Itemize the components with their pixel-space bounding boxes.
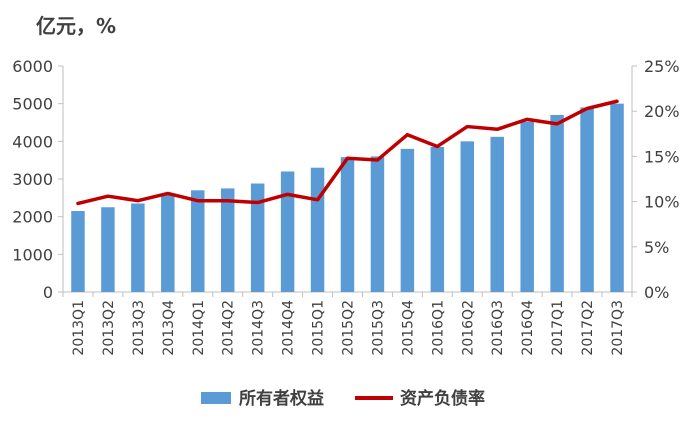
x-tick-label: 2014Q4 (281, 300, 297, 356)
y-left-tick-label: 0 (43, 283, 53, 302)
bar (220, 188, 235, 292)
bar (101, 207, 115, 292)
y-left-tick-label: 4000 (12, 132, 53, 151)
bar (310, 167, 325, 292)
bar (191, 190, 205, 292)
bar (490, 136, 504, 292)
y-right-tick-label: 15% (644, 147, 680, 166)
legend-label-line: 资产负债率 (400, 388, 485, 409)
bar (550, 114, 564, 292)
x-tick-label: 2015Q4 (400, 300, 416, 356)
x-tick-label: 2014Q1 (191, 300, 207, 356)
legend-swatch-bar (201, 392, 231, 404)
x-tick-label: 2017Q2 (580, 300, 596, 356)
y-left-tick-label: 3000 (12, 170, 53, 189)
x-tick-label: 2016Q1 (430, 300, 446, 356)
bar (370, 156, 385, 292)
y-left-tick-label: 2000 (12, 208, 53, 227)
x-tick-label: 2013Q2 (101, 300, 117, 356)
bar (460, 141, 475, 292)
bar-series (71, 103, 624, 293)
x-tick-label: 2013Q4 (161, 300, 177, 356)
bar (340, 157, 355, 292)
legend: 所有者权益 资产负债率 (201, 388, 485, 409)
bar (250, 183, 265, 292)
y-right-tick-label: 5% (644, 238, 669, 257)
line-series (76, 99, 619, 206)
bar (610, 103, 624, 293)
x-tick-label: 2016Q2 (460, 300, 476, 356)
x-tick-label: 2015Q1 (311, 300, 327, 356)
bar (430, 146, 445, 292)
unit-label: 亿元，% (36, 14, 117, 38)
x-tick-label: 2017Q3 (610, 300, 626, 356)
x-tick-label: 2016Q4 (520, 300, 536, 356)
x-tick-label: 2015Q3 (370, 300, 386, 356)
bar (580, 107, 594, 292)
x-tick-label: 2014Q2 (221, 300, 237, 356)
x-tick-label: 2014Q3 (251, 300, 267, 356)
bar (520, 121, 534, 292)
x-tick-label: 2015Q2 (341, 300, 357, 356)
y-right-tick-label: 25% (644, 57, 680, 76)
x-tick-label: 2017Q1 (550, 300, 566, 356)
bar (131, 203, 145, 292)
x-tick-label: 2016Q3 (490, 300, 506, 356)
tick-labels: 0 1000 2000 3000 4000 5000 6000 0% 5% 10% 15% 20% 25… (12, 57, 679, 356)
y-left-tick-label: 1000 (12, 245, 53, 264)
bar (161, 194, 175, 292)
legend-label-bar: 所有者权益 (239, 388, 324, 409)
y-right-tick-label: 10% (644, 193, 680, 212)
x-tick-label: 2013Q3 (131, 300, 147, 356)
y-left-tick-label: 6000 (12, 57, 53, 76)
x-tick-label: 2013Q1 (71, 300, 87, 356)
y-right-tick-label: 0% (644, 283, 669, 302)
bar (71, 211, 85, 292)
bar (280, 171, 295, 292)
bar (400, 148, 415, 292)
y-left-tick-label: 5000 (12, 95, 53, 114)
y-right-tick-label: 20% (644, 102, 680, 121)
